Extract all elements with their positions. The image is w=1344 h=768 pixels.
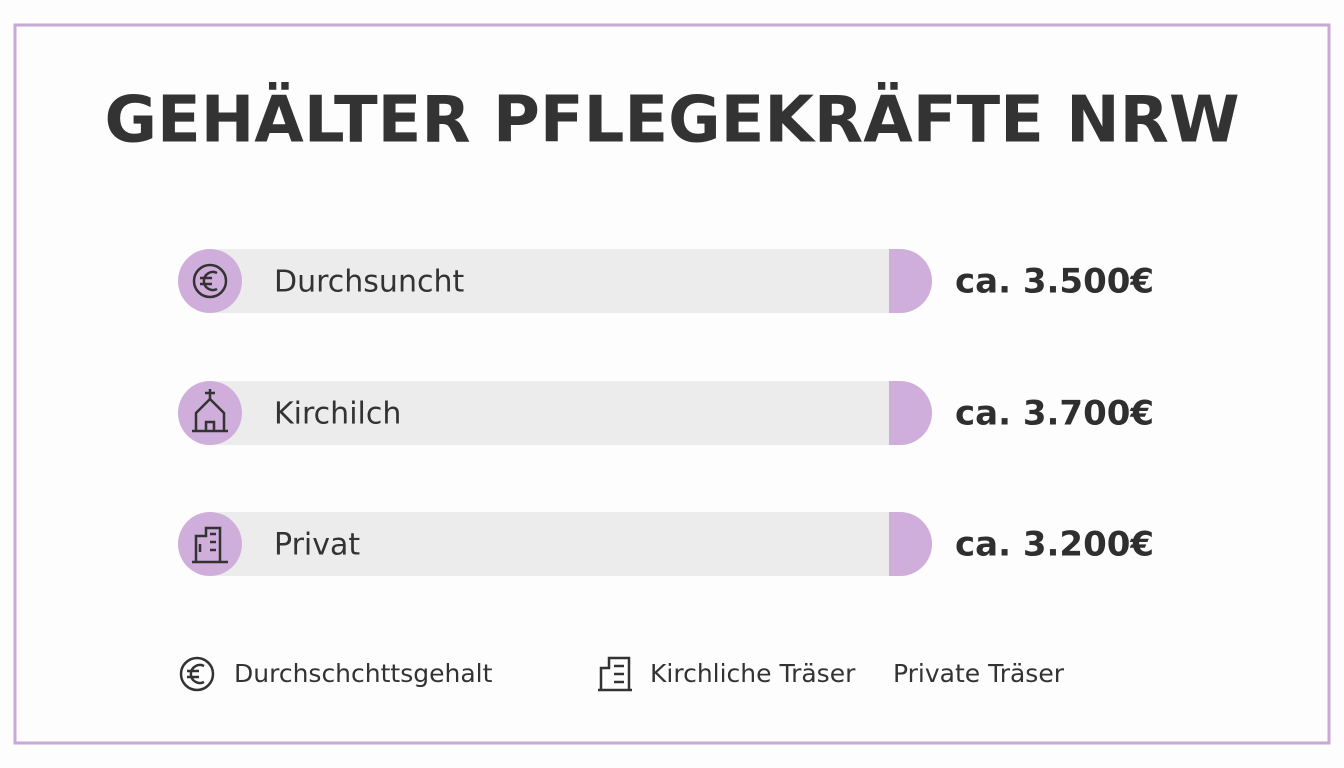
row-value: ca. 3.200€ [955,525,1154,565]
frame [13,23,1331,745]
row-value: ca. 3.700€ [955,394,1154,434]
legend-item: Private Träser [893,659,1065,688]
legend-icon-building [598,656,632,692]
rows: Durchsuncht ca. 3.500€ Kirchilch ca. 3.700€… [178,249,1154,576]
row-label: Kirchilch [274,397,401,432]
icon-badge [178,512,242,576]
title: GEHÄLTER PFLEGEKRÄFTE NRW [104,82,1239,158]
bar-end [889,512,932,576]
bar-track [190,249,932,313]
bar-end [889,381,932,445]
row-label: Privat [274,528,360,563]
legend-item: Durchschchttsgehalt [234,659,493,688]
icon-building [192,526,228,564]
row-value: ca. 3.500€ [955,262,1154,302]
bar-track [190,381,932,445]
bar-track [190,512,932,576]
icon-badge [178,249,242,313]
legend-icon-euro [179,656,215,692]
icon-euro [192,263,228,299]
legend-item: Kirchliche Träser [650,659,856,688]
row-label: Durchsuncht [274,265,464,300]
icon-badge [178,381,242,445]
icon-church [192,389,228,433]
bar-end [889,249,932,313]
